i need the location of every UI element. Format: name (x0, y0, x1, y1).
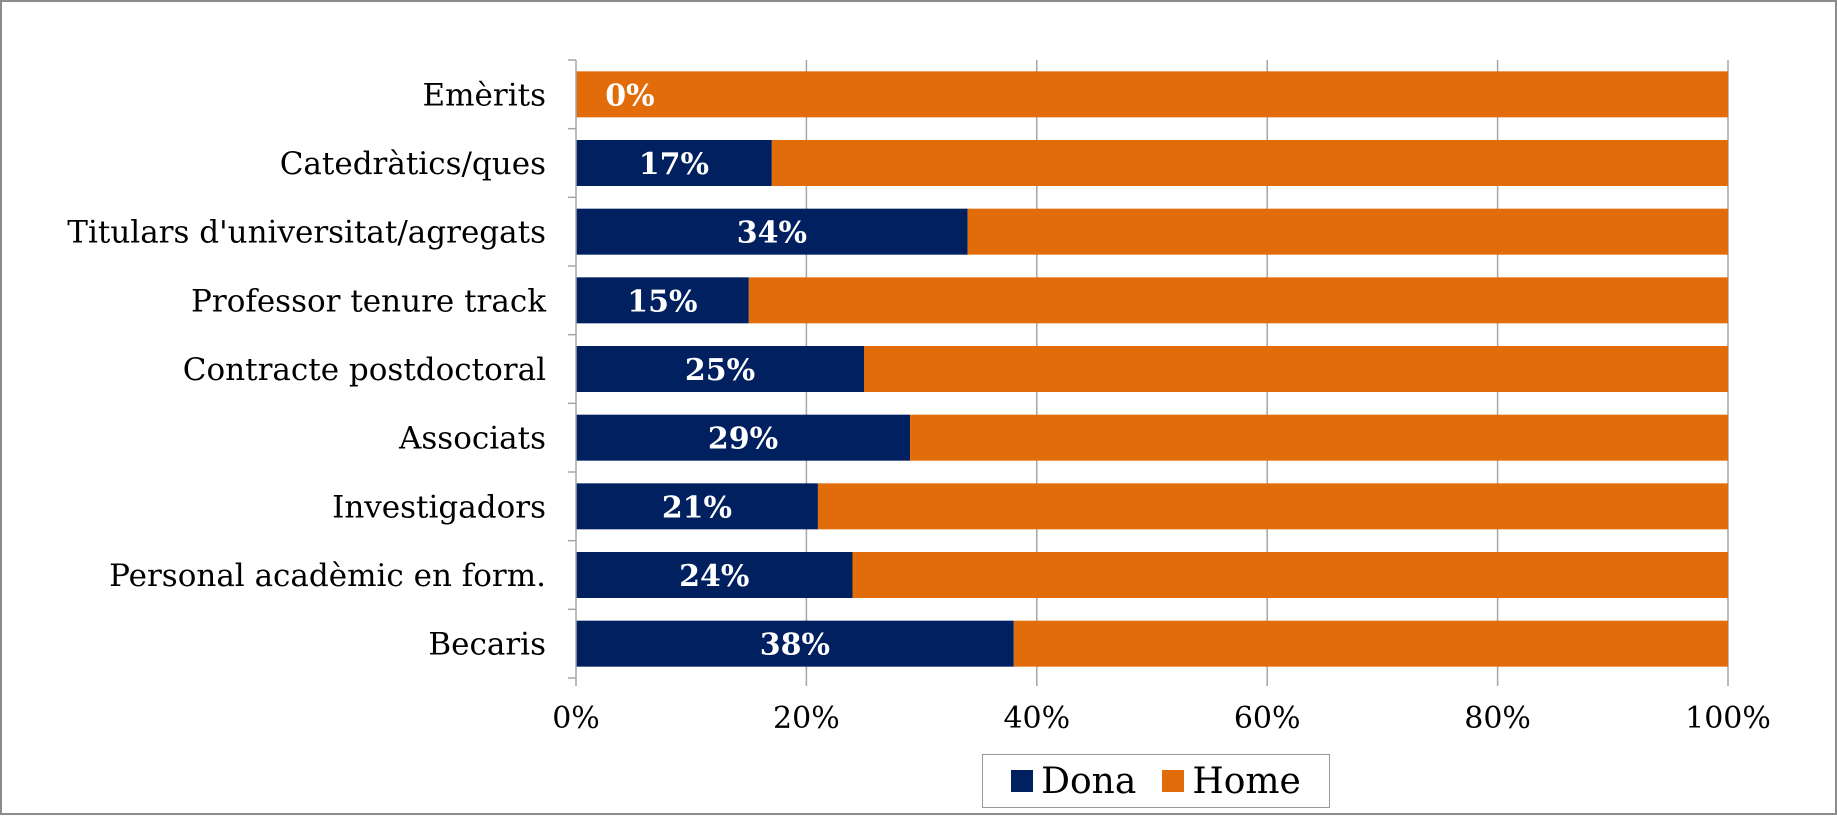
legend-item-dona: Dona (1011, 761, 1136, 802)
bar-home-5 (910, 414, 1728, 461)
bar-dona-1 (576, 140, 772, 186)
x-tick-label-4: 80% (1464, 701, 1531, 736)
bars (576, 71, 1728, 667)
category-label-1: Catedràtics/ques (280, 146, 546, 182)
data-label-3: 15% (627, 284, 697, 319)
bar-dona-6 (576, 483, 818, 530)
bar-home-7 (852, 552, 1728, 598)
bar-home-0 (576, 71, 1728, 118)
legend: Dona Home (982, 754, 1330, 808)
legend-label-home: Home (1192, 760, 1301, 802)
category-label-7: Personal acadèmic en form. (109, 558, 546, 594)
bar-home-2 (967, 208, 1728, 255)
bar-home-8 (1013, 620, 1728, 667)
x-tick-label-0: 0% (552, 701, 600, 736)
bar-home-4 (864, 346, 1728, 392)
data-label-7: 24% (679, 559, 749, 594)
bar-dona-5 (576, 414, 911, 461)
legend-swatch-dona (1011, 770, 1034, 792)
data-label-1: 17% (639, 147, 709, 182)
x-tick-label-3: 60% (1234, 701, 1301, 736)
bar-home-1 (771, 140, 1728, 186)
bar-dona-7 (576, 552, 853, 598)
bar-dona-3 (576, 277, 749, 324)
x-tick-label-1: 20% (773, 701, 840, 736)
category-label-5: Associats (398, 421, 546, 457)
category-label-3: Professor tenure track (191, 283, 546, 319)
bar-home-3 (748, 277, 1728, 324)
labels: 0% 20% 40% 60% 80% 100% Emèrits 0% Catedràtics/q… (67, 77, 1771, 736)
bar-dona-8 (576, 620, 1014, 667)
data-label-0: 0% (605, 78, 654, 113)
data-label-2: 34% (737, 216, 807, 251)
legend-label-dona: Dona (1041, 760, 1137, 802)
legend-item-home: Home (1162, 761, 1301, 802)
x-tick-label-5: 100% (1685, 701, 1771, 736)
bar-dona-2 (576, 208, 968, 255)
data-label-5: 29% (708, 422, 778, 457)
data-label-4: 25% (685, 353, 755, 388)
category-label-0: Emèrits (423, 77, 546, 113)
axes (568, 59, 1729, 686)
category-label-8: Becaris (428, 627, 546, 663)
bar-dona-4 (576, 346, 864, 392)
bar-home-6 (817, 483, 1728, 530)
legend-swatch-home (1162, 770, 1185, 792)
data-label-6: 21% (662, 490, 732, 525)
category-label-2: Titulars d'universitat/agregats (67, 215, 546, 251)
category-label-4: Contracte postdoctoral (183, 352, 546, 388)
x-tick-label-2: 40% (1003, 701, 1070, 736)
category-label-6: Investigadors (332, 489, 546, 525)
data-label-8: 38% (760, 628, 830, 663)
